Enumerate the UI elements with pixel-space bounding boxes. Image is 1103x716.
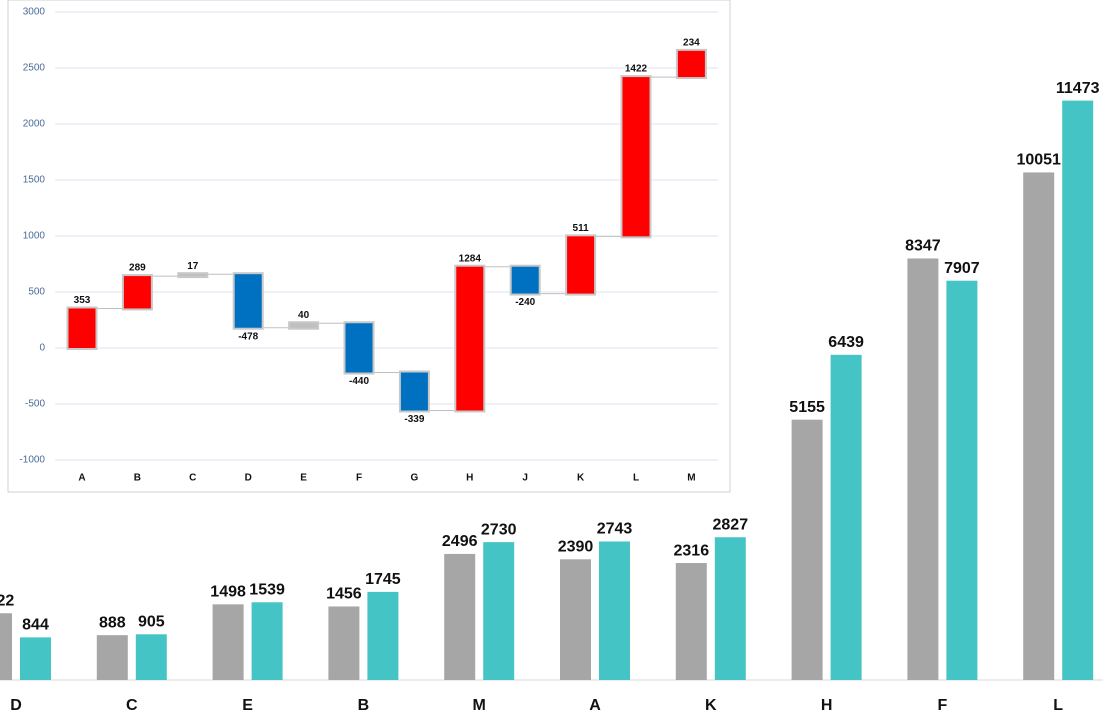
data-label: 1539 (249, 581, 285, 598)
bar (599, 541, 630, 680)
data-label: 844 (22, 617, 49, 634)
bar (20, 637, 51, 680)
data-label: 2316 (674, 542, 710, 559)
bar (234, 274, 262, 328)
grouped-bar-chart: D1322844C888905E14981539B14561745M249627… (0, 80, 1103, 714)
data-label: 905 (138, 614, 165, 631)
bar (212, 604, 244, 680)
data-label: 10051 (1016, 152, 1061, 169)
bar (907, 258, 939, 680)
x-tick-label: J (522, 473, 528, 484)
data-label: 888 (99, 614, 126, 631)
y-tick-label: 0 (39, 343, 45, 354)
bar (946, 280, 978, 680)
bar (400, 372, 428, 411)
x-tick-label: L (1053, 697, 1063, 714)
x-tick-label: B (358, 697, 370, 714)
data-label: 2827 (713, 516, 749, 533)
bar (677, 50, 705, 78)
bar (444, 553, 476, 680)
data-label: -478 (238, 331, 258, 342)
data-label: 2390 (558, 539, 594, 556)
bar (1062, 100, 1094, 680)
panel (7, 0, 731, 493)
y-tick-label: -500 (25, 399, 45, 410)
x-tick-label: D (245, 473, 252, 484)
bar (96, 635, 128, 680)
x-tick-label: K (705, 697, 717, 714)
bar (830, 354, 862, 680)
data-label: -240 (515, 297, 535, 308)
y-tick-label: 500 (28, 287, 45, 298)
x-tick-label: F (938, 697, 948, 714)
bar (456, 266, 484, 411)
bar (483, 542, 515, 680)
data-label: 353 (74, 295, 91, 306)
data-label: 2496 (442, 533, 478, 550)
data-label: 6439 (828, 334, 864, 351)
bar (328, 606, 360, 680)
x-tick-label: E (300, 473, 307, 484)
bar (567, 236, 595, 294)
data-label: 8347 (905, 238, 941, 255)
data-label: -339 (404, 414, 424, 425)
bar (123, 276, 151, 309)
bar (791, 419, 823, 680)
y-tick-label: -1000 (19, 455, 45, 466)
data-label: 511 (573, 223, 590, 234)
x-tick-label: G (411, 473, 419, 484)
x-tick-label: B (134, 473, 141, 484)
x-tick-label: A (78, 473, 85, 484)
x-tick-label: E (242, 697, 253, 714)
x-tick-label: F (356, 473, 362, 484)
data-label: 289 (129, 263, 146, 274)
bar (68, 308, 96, 348)
bar (367, 591, 399, 680)
x-tick-label: L (633, 473, 639, 484)
x-tick-label: M (687, 473, 695, 484)
data-label: -440 (349, 376, 369, 387)
bar (179, 274, 207, 277)
data-label: 2730 (481, 521, 517, 538)
x-tick-label: A (589, 697, 601, 714)
x-tick-label: H (821, 697, 833, 714)
x-tick-label: M (473, 697, 486, 714)
bar (560, 559, 591, 680)
bar (0, 613, 12, 680)
bar (345, 323, 373, 373)
data-label: 11473 (1056, 80, 1100, 97)
data-label: 7907 (944, 260, 980, 277)
data-label: 234 (683, 38, 700, 49)
x-tick-label: H (466, 473, 473, 484)
data-label: 1745 (365, 571, 401, 588)
bar (290, 323, 318, 328)
bar (135, 634, 167, 680)
data-label: 1322 (0, 592, 14, 609)
y-tick-label: 2500 (23, 63, 46, 74)
y-tick-label: 1500 (23, 175, 46, 186)
data-label: 1498 (210, 584, 246, 601)
bar (1023, 172, 1055, 680)
waterfall-chart: -1000 -500 0 500 1000 1500 2000 2500 3000 353 A 289… (7, 0, 731, 493)
x-tick-label: K (577, 473, 585, 484)
data-label: 2743 (597, 521, 633, 538)
data-label: 5155 (789, 399, 825, 416)
x-tick-label: C (189, 473, 196, 484)
bar (622, 77, 650, 237)
data-label: 1456 (326, 586, 362, 603)
y-tick-label: 3000 (23, 7, 46, 18)
data-label: 17 (187, 261, 199, 272)
bar (251, 602, 283, 680)
bar (675, 563, 707, 680)
x-tick-label: D (10, 697, 22, 714)
y-tick-label: 2000 (23, 119, 46, 130)
data-label: 1422 (625, 64, 648, 75)
x-tick-label: C (126, 697, 138, 714)
data-label: 1284 (459, 253, 482, 264)
bar (511, 266, 539, 294)
y-tick-label: 1000 (23, 231, 46, 242)
data-label: 40 (298, 310, 310, 321)
bar (714, 537, 746, 680)
